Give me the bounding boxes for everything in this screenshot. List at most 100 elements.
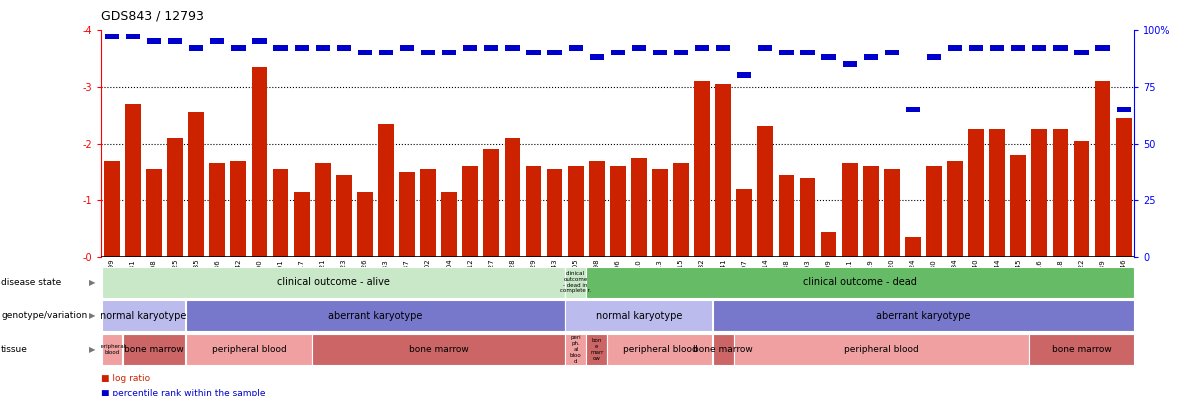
Bar: [586, 267, 1134, 298]
Bar: [653, 50, 667, 55]
Bar: [737, 72, 751, 78]
Bar: [947, 161, 963, 257]
Text: clinical outcome - alive: clinical outcome - alive: [277, 277, 390, 287]
Text: normal karyotype: normal karyotype: [595, 311, 683, 321]
Bar: [400, 45, 414, 51]
Bar: [694, 81, 710, 257]
Bar: [104, 161, 120, 257]
Text: bone marrow: bone marrow: [124, 345, 184, 354]
Bar: [547, 169, 562, 257]
Bar: [1029, 334, 1134, 365]
Bar: [231, 45, 245, 51]
Bar: [295, 45, 309, 51]
Bar: [822, 54, 836, 60]
Bar: [588, 161, 605, 257]
Bar: [842, 164, 857, 257]
Bar: [186, 300, 565, 331]
Bar: [716, 45, 730, 51]
Bar: [526, 166, 541, 257]
Bar: [652, 169, 667, 257]
Bar: [485, 45, 499, 51]
Bar: [505, 138, 520, 257]
Text: bon
e
marr
ow: bon e marr ow: [590, 338, 604, 361]
Bar: [1053, 45, 1067, 51]
Text: clinical
outcome
- dead in
complete r.: clinical outcome - dead in complete r.: [560, 271, 591, 293]
Bar: [230, 161, 246, 257]
Bar: [251, 67, 268, 257]
Bar: [735, 334, 1028, 365]
Bar: [526, 50, 541, 55]
Bar: [989, 129, 1005, 257]
Text: bone marrow: bone marrow: [693, 345, 753, 354]
Bar: [316, 45, 330, 51]
Bar: [105, 34, 119, 39]
Bar: [884, 50, 898, 55]
Bar: [757, 126, 773, 257]
Bar: [611, 50, 625, 55]
Bar: [506, 45, 520, 51]
Bar: [1095, 45, 1109, 51]
Bar: [357, 192, 373, 257]
Bar: [863, 54, 878, 60]
Bar: [969, 45, 983, 51]
Bar: [126, 34, 140, 39]
Bar: [420, 169, 436, 257]
Bar: [713, 334, 733, 365]
Bar: [1033, 45, 1047, 51]
Bar: [1012, 45, 1026, 51]
Bar: [463, 45, 477, 51]
Bar: [568, 166, 584, 257]
Bar: [252, 38, 266, 44]
Bar: [421, 50, 435, 55]
Text: GDS843 / 12793: GDS843 / 12793: [101, 10, 204, 23]
Bar: [1094, 81, 1111, 257]
Bar: [779, 50, 793, 55]
Text: peripheral blood: peripheral blood: [211, 345, 286, 354]
Bar: [778, 175, 795, 257]
Bar: [1074, 50, 1088, 55]
Bar: [483, 149, 499, 257]
Bar: [1117, 107, 1131, 112]
Bar: [169, 38, 183, 44]
Bar: [610, 166, 626, 257]
Bar: [799, 178, 816, 257]
Text: clinical outcome - dead: clinical outcome - dead: [803, 277, 917, 287]
Text: peripheral blood: peripheral blood: [623, 345, 697, 354]
Text: aberrant karyotype: aberrant karyotype: [876, 311, 970, 321]
Bar: [378, 124, 394, 257]
Bar: [565, 300, 712, 331]
Bar: [905, 238, 921, 257]
Text: peri
ph.
al
bloo
d: peri ph. al bloo d: [569, 335, 581, 364]
Bar: [336, 175, 351, 257]
Bar: [631, 158, 647, 257]
Bar: [713, 300, 1134, 331]
Text: tissue: tissue: [1, 345, 28, 354]
Bar: [694, 45, 710, 51]
Bar: [441, 192, 457, 257]
Bar: [101, 334, 123, 365]
Bar: [442, 50, 456, 55]
Bar: [547, 50, 561, 55]
Bar: [294, 192, 310, 257]
Bar: [927, 54, 941, 60]
Bar: [565, 267, 586, 298]
Text: aberrant karyotype: aberrant karyotype: [328, 311, 422, 321]
Bar: [884, 169, 900, 257]
Bar: [337, 45, 351, 51]
Bar: [843, 61, 857, 67]
Bar: [210, 38, 224, 44]
Text: genotype/variation: genotype/variation: [1, 311, 87, 320]
Bar: [590, 54, 604, 60]
Text: ▶: ▶: [88, 278, 95, 287]
Bar: [125, 104, 141, 257]
Bar: [1074, 141, 1089, 257]
Bar: [632, 45, 646, 51]
Text: ■ percentile rank within the sample: ■ percentile rank within the sample: [101, 389, 266, 396]
Bar: [716, 84, 731, 257]
Bar: [210, 164, 225, 257]
Bar: [821, 232, 836, 257]
Text: peripheral blood: peripheral blood: [844, 345, 918, 354]
Bar: [189, 45, 203, 51]
Bar: [1032, 129, 1047, 257]
Bar: [378, 50, 393, 55]
